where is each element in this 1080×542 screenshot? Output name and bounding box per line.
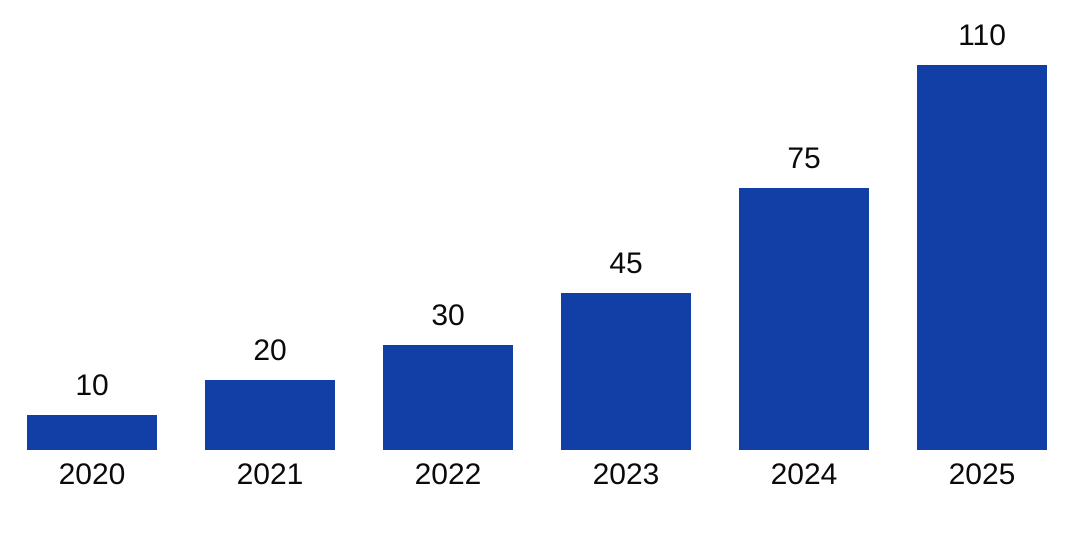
bar <box>383 345 513 450</box>
bar-value-label: 10 <box>75 369 109 402</box>
bar-category-label: 2025 <box>948 458 1016 491</box>
bar-group-2025: 110 2025 <box>917 0 1047 542</box>
bar <box>739 187 869 450</box>
bar-group-2023: 45 2023 <box>561 0 691 542</box>
bar <box>917 65 1047 450</box>
bar <box>27 415 157 450</box>
bar-category-label: 2022 <box>414 458 482 491</box>
bar-group-2022: 30 2022 <box>383 0 513 542</box>
bar-category-label: 2024 <box>770 458 838 491</box>
bar-group-2021: 20 2021 <box>205 0 335 542</box>
bar <box>561 292 691 450</box>
bar-value-label: 20 <box>253 334 287 367</box>
bar <box>205 380 335 450</box>
bar-category-label: 2021 <box>236 458 304 491</box>
bar-value-label: 75 <box>787 141 821 175</box>
bar-value-label: 110 <box>958 19 1006 52</box>
bar-value-label: 45 <box>609 246 643 280</box>
bar-value-label: 30 <box>431 299 465 332</box>
bar-category-label: 2020 <box>58 458 126 491</box>
bar-group-2024: 75 2024 <box>739 0 869 542</box>
bar-group-2020: 10 2020 <box>27 0 157 542</box>
bar-category-label: 2023 <box>592 458 660 491</box>
